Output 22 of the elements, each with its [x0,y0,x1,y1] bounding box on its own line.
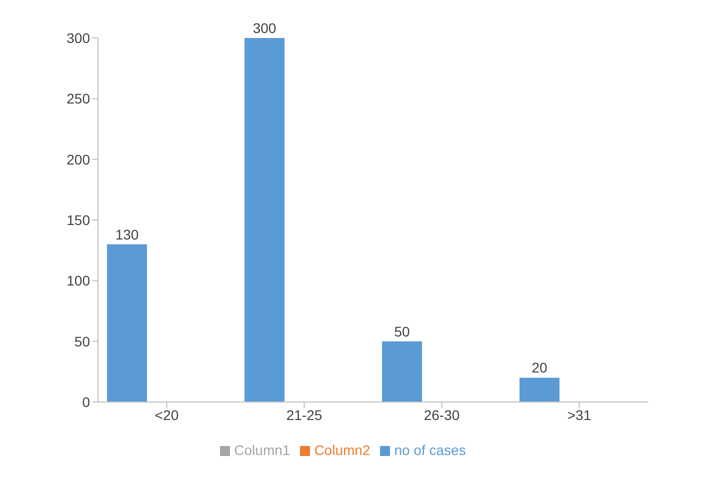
data-label: 50 [394,323,410,340]
x-tick-label: >31 [567,406,592,423]
y-tick-label: 100 [66,272,90,289]
x-tick-label: <20 [154,406,179,423]
y-tick-label: 150 [66,212,90,228]
legend-label: Column2 [314,442,370,458]
x-tick-label: 21-25 [286,406,322,423]
legend-label: Column1 [234,442,290,458]
y-tick-label: 50 [74,333,90,350]
data-label: 130 [115,226,139,242]
bar [382,341,422,402]
bar [520,378,560,402]
bar [244,38,284,402]
y-tick-label: 250 [66,90,90,107]
x-tick-label: 26-30 [424,406,460,423]
bar [107,244,147,402]
data-label: 300 [252,20,276,36]
data-label: 20 [532,360,548,376]
y-tick-label: 300 [66,30,90,46]
legend-label: no of cases [394,442,466,458]
y-tick-label: 200 [66,151,90,168]
y-tick-label: 0 [82,394,90,410]
